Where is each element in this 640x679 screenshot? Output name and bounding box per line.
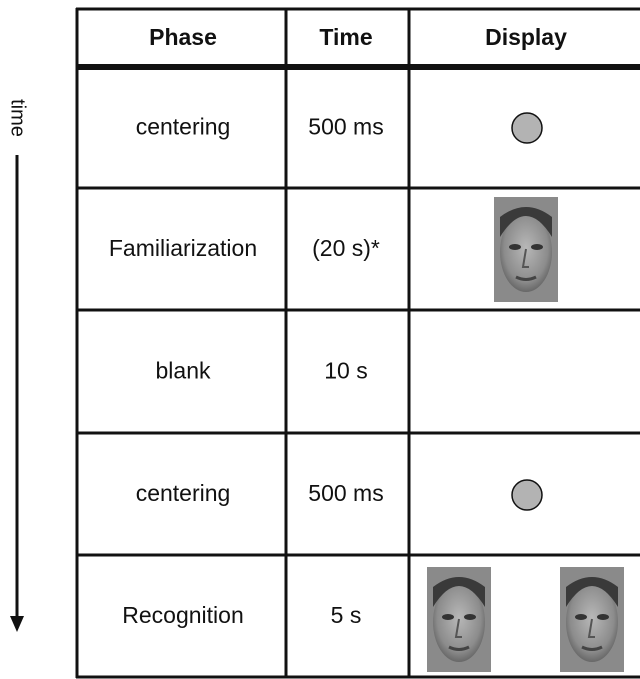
time-cell: (20 s)* xyxy=(312,235,380,261)
centering-dot xyxy=(511,112,543,144)
header-cell: Time xyxy=(319,24,372,50)
table-grid xyxy=(75,7,640,679)
time-cell: 10 s xyxy=(324,358,367,384)
phase-cell: Familiarization xyxy=(109,235,257,261)
phase-cell: blank xyxy=(156,358,211,384)
face-image xyxy=(425,565,493,674)
time-cell: 500 ms xyxy=(308,114,383,140)
centering-dot xyxy=(511,479,543,511)
face-image xyxy=(492,195,560,304)
arrow-head xyxy=(10,616,24,632)
phase-cell: centering xyxy=(136,480,231,506)
header-cell: Display xyxy=(485,24,567,50)
time-cell: 500 ms xyxy=(308,480,383,506)
phase-cell: centering xyxy=(136,114,231,140)
time-cell: 5 s xyxy=(331,602,362,628)
face-image xyxy=(558,565,626,674)
header-cell: Phase xyxy=(149,24,217,50)
phase-cell: Recognition xyxy=(122,602,243,628)
time-label: time xyxy=(7,99,29,137)
